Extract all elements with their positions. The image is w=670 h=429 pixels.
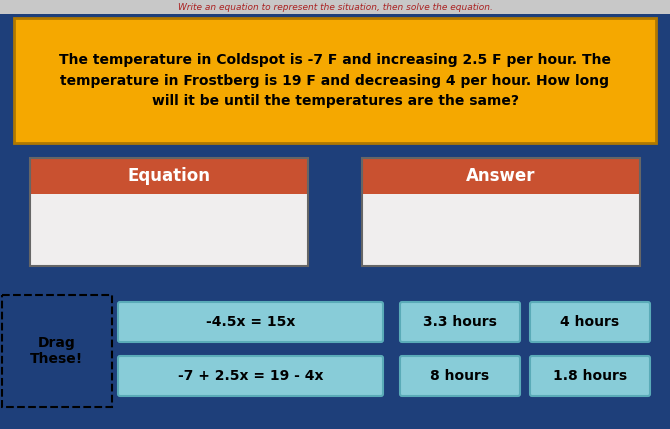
- FancyBboxPatch shape: [530, 356, 650, 396]
- Text: -4.5x = 15x: -4.5x = 15x: [206, 315, 295, 329]
- FancyBboxPatch shape: [400, 302, 520, 342]
- Text: Write an equation to represent the situation, then solve the equation.: Write an equation to represent the situa…: [178, 3, 492, 12]
- FancyBboxPatch shape: [118, 356, 383, 396]
- Text: 8 hours: 8 hours: [430, 369, 490, 383]
- Bar: [14, 18, 656, 143]
- Bar: [2, 295, 112, 407]
- FancyBboxPatch shape: [400, 356, 520, 396]
- Text: Answer: Answer: [466, 167, 536, 185]
- Bar: [362, 158, 640, 266]
- Text: Drag
These!: Drag These!: [30, 336, 84, 366]
- Text: The temperature in Coldspot is -7 F and increasing 2.5 F per hour. The
temperatu: The temperature in Coldspot is -7 F and …: [59, 53, 611, 108]
- Bar: [362, 194, 640, 266]
- Bar: [30, 194, 308, 266]
- Text: Equation: Equation: [127, 167, 210, 185]
- FancyBboxPatch shape: [118, 302, 383, 342]
- Text: 4 hours: 4 hours: [560, 315, 620, 329]
- Text: 3.3 hours: 3.3 hours: [423, 315, 497, 329]
- Text: -7 + 2.5x = 19 - 4x: -7 + 2.5x = 19 - 4x: [178, 369, 323, 383]
- Bar: [0, 0, 670, 14]
- Bar: [362, 158, 640, 194]
- Bar: [30, 158, 308, 194]
- Bar: [0, 292, 670, 429]
- Bar: [30, 158, 308, 266]
- Text: 1.8 hours: 1.8 hours: [553, 369, 627, 383]
- FancyBboxPatch shape: [530, 302, 650, 342]
